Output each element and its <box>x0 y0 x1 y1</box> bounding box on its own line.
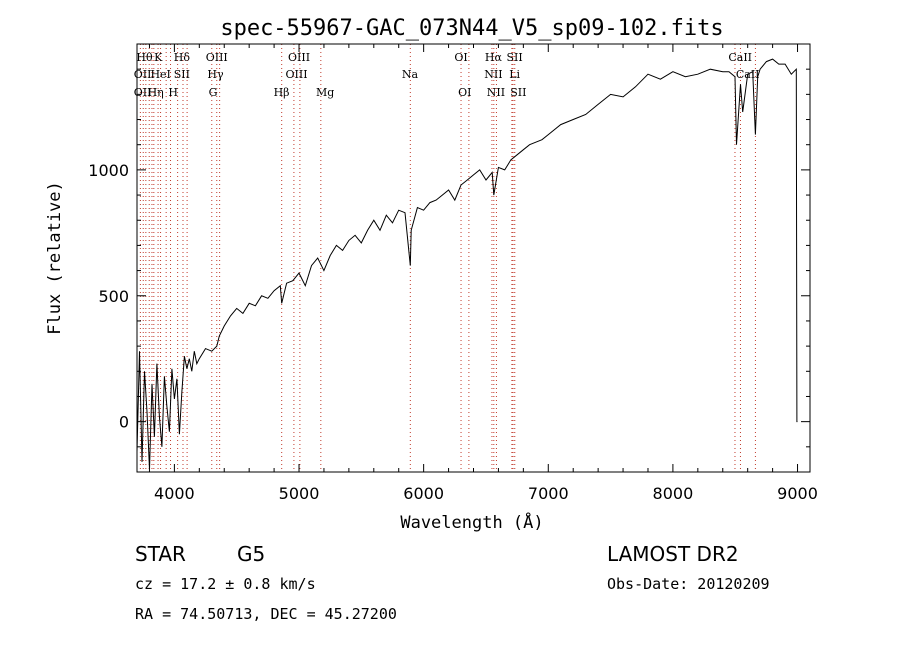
line-marker-label: OIII <box>288 51 310 64</box>
line-marker-label: Hθ <box>136 51 153 64</box>
line-marker-label: Na <box>402 68 419 81</box>
subclass: G5 <box>237 542 266 566</box>
y-axis-label: Flux (relative) <box>45 181 65 335</box>
obs-date: Obs-Date: 20120209 <box>607 575 770 593</box>
coordinates: RA = 74.50713, DEC = 45.27200 <box>135 605 397 623</box>
line-marker-label: SII <box>507 51 523 64</box>
x-tick-label: 5000 <box>279 484 320 503</box>
line-marker-label: OI <box>454 51 467 64</box>
line-marker-label: OII <box>134 86 152 99</box>
line-marker-label: NII <box>484 68 502 81</box>
x-tick-label: 8000 <box>653 484 694 503</box>
line-marker-label: Hδ <box>174 51 191 64</box>
x-tick-label: 4000 <box>154 484 195 503</box>
line-marker-label: NII <box>487 86 505 99</box>
x-tick-label: 6000 <box>403 484 444 503</box>
line-marker-label: Hβ <box>274 86 290 99</box>
line-marker-label: OI <box>458 86 471 99</box>
y-tick-label: 1000 <box>88 161 129 180</box>
line-marker-label: Hη <box>148 86 164 99</box>
line-marker-label: HeI <box>150 68 170 81</box>
x-tick-label: 9000 <box>777 484 818 503</box>
line-marker-label: OIII <box>206 51 228 64</box>
line-marker-label: CaII <box>728 51 752 64</box>
y-tick-label: 500 <box>98 287 129 306</box>
x-axis-label: Wavelength (Å) <box>400 511 543 533</box>
line-marker-label: G <box>209 86 218 99</box>
line-marker-label: Hγ <box>207 68 224 81</box>
line-marker-label: Hα <box>485 51 503 64</box>
line-marker-label: OII <box>134 68 152 81</box>
line-marker-label: Li <box>509 68 520 81</box>
line-marker-label: K <box>154 51 163 64</box>
plot-frame <box>136 43 811 473</box>
object-class: STAR <box>135 542 186 566</box>
line-marker-label: OIII <box>285 68 307 81</box>
x-tick-label: 7000 <box>528 484 569 503</box>
survey-name: LAMOST DR2 <box>607 542 739 566</box>
spectrum-line <box>136 58 798 470</box>
chart-title: spec-55967-GAC_073N44_V5_sp09-102.fits <box>220 16 723 41</box>
line-marker-label: H <box>168 86 178 99</box>
line-marker-label: SII <box>510 86 526 99</box>
line-marker-label: Mg <box>316 86 334 99</box>
y-tick-label: 0 <box>119 413 129 432</box>
line-marker-label: SII <box>174 68 190 81</box>
axis-ticks: 4000 5000 6000 7000 8000 9000 0 500 1000 <box>88 44 818 503</box>
redshift-text: cz = 17.2 ± 0.8 km/s <box>135 575 316 593</box>
